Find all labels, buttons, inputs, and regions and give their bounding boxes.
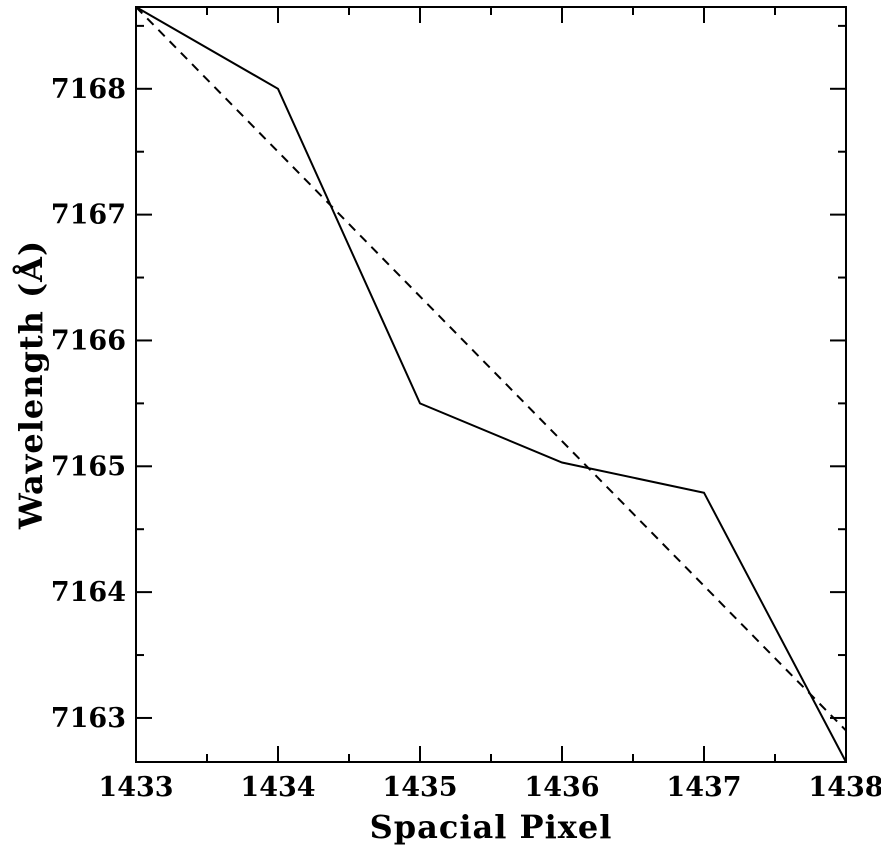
y-tick-label: 7163 [51, 703, 126, 734]
plot-frame [135, 6, 847, 763]
x-tick-label: 1437 [666, 772, 741, 803]
x-axis-title: Spacial Pixel [370, 808, 613, 846]
x-tick-label: 1434 [240, 772, 315, 803]
x-tick-label: 1433 [98, 772, 173, 803]
solid-data-line [135, 6, 847, 763]
marks-layer [135, 6, 847, 763]
y-tick-label: 7164 [51, 577, 126, 608]
y-tick-label: 7167 [51, 200, 126, 231]
y-tick-label: 7168 [51, 74, 126, 105]
y-tick-label: 7166 [51, 325, 126, 356]
y-tick-label: 7165 [51, 451, 126, 482]
ticks-layer: 1433 1434 1435 1436 1437 1438 7163 7164 7165 7166… [51, 7, 881, 803]
x-tick-label: 1435 [382, 772, 457, 803]
y-axis-title: Wavelength (Å) [12, 240, 50, 530]
x-tick-label: 1438 [808, 772, 881, 803]
x-tick-label: 1436 [524, 772, 599, 803]
dashed-fit-line [135, 6, 847, 732]
